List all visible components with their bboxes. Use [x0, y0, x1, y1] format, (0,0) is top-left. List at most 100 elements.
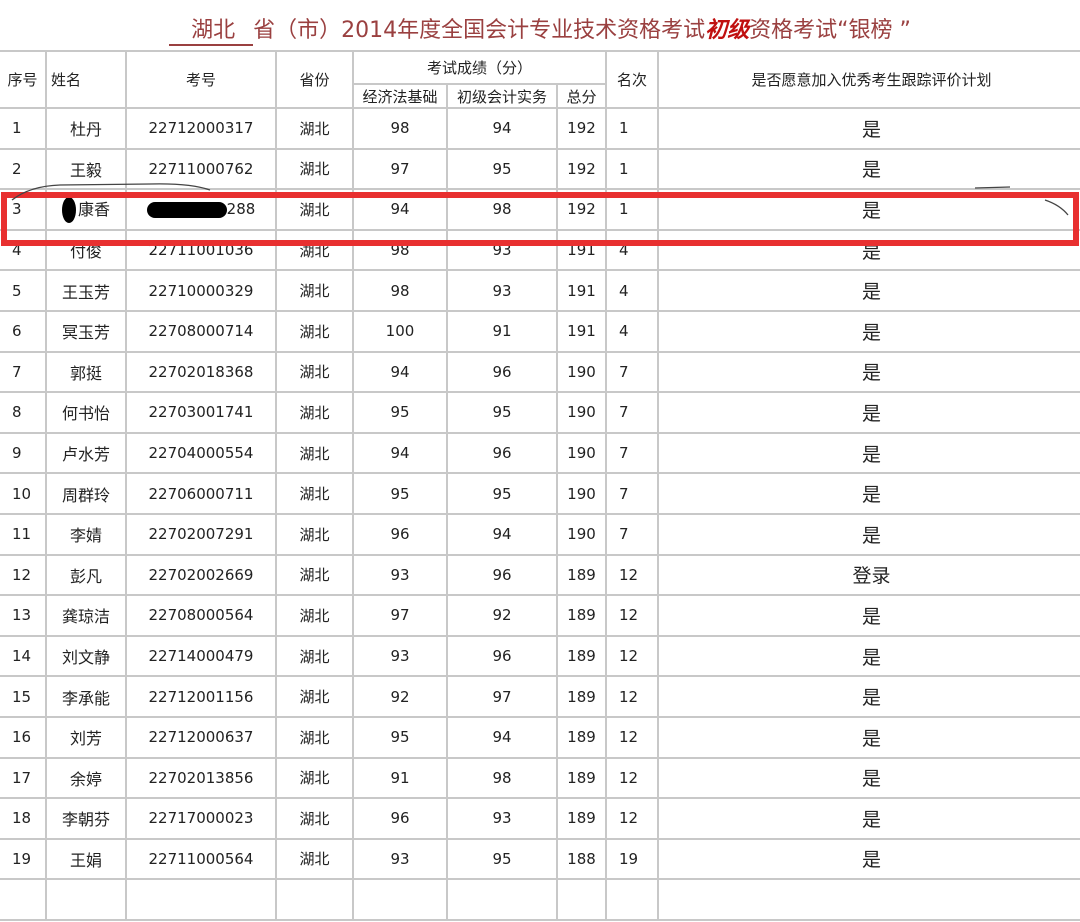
cell-law-text: 98	[390, 281, 410, 300]
cell-name: 龚琼洁	[45, 594, 127, 637]
cell-prov-text: 湖北	[299, 566, 330, 585]
cell-rank-text: 12	[619, 809, 639, 828]
cell-prac: 96	[446, 431, 558, 475]
cell-total: 190	[556, 472, 607, 515]
cell-seq: 1	[0, 107, 47, 150]
cell-total: 190	[556, 391, 607, 434]
cell-prov-text: 湖北	[299, 688, 330, 707]
cell-no: 22712001156	[125, 675, 277, 718]
cell-seq: 17	[0, 756, 47, 800]
cell-rank: 12	[605, 675, 659, 718]
cell-name-text: 余婷	[69, 769, 102, 789]
cell-prov: 湖北	[275, 391, 354, 434]
cell-prac-text: 96	[492, 647, 512, 666]
cell-rank-text: 1	[619, 159, 629, 178]
cell-total: 191	[556, 228, 607, 272]
cell-join: 是	[657, 391, 1080, 434]
cell-prov: 湖北	[275, 715, 354, 759]
cell-name: 刘文静	[45, 634, 127, 678]
cell-empty	[605, 878, 659, 921]
cell-total: 190	[556, 350, 607, 394]
cell-name: 付俊	[45, 228, 127, 272]
cell-seq-text: 16	[12, 728, 32, 747]
cell-seq-text: 9	[12, 444, 22, 463]
cell-prov: 湖北	[275, 472, 354, 515]
cell-seq: 4	[0, 228, 47, 272]
cell-join-text: 是	[861, 646, 881, 669]
cell-join-text: 是	[861, 159, 881, 182]
cell-seq-text: 15	[12, 687, 32, 706]
cell-rank-text: 12	[619, 768, 639, 787]
cell-prac: 98	[446, 756, 558, 800]
cell-prov-text: 湖北	[299, 728, 330, 747]
cell-prov: 湖北	[275, 797, 354, 840]
cell-name-text: 周群玲	[61, 485, 110, 505]
cell-prac: 95	[446, 147, 558, 191]
header-law: 经济法基础	[352, 83, 448, 109]
cell-empty	[352, 878, 448, 921]
cell-total-text: 190	[567, 484, 596, 503]
cell-prov-text: 湖北	[299, 647, 330, 666]
cell-total-text: 190	[567, 362, 596, 381]
cell-no: 22702013856	[125, 756, 277, 800]
cell-empty	[556, 878, 607, 921]
cell-join: 是	[657, 837, 1080, 881]
table-row: 13 龚琼洁 22708000564 湖北 97 92 189 12 是	[0, 594, 1080, 637]
cell-rank-text: 4	[619, 322, 629, 341]
cell-name-text: 刘文静	[61, 648, 110, 668]
title-province: 湖北	[169, 12, 254, 46]
page-title: 湖北 省（市）2014年度全国会计专业技术资格考试初级资格考试“银榜 ”	[0, 12, 1080, 46]
cell-law: 95	[352, 715, 448, 759]
table-row: 1 杜丹 22712000317 湖北 98 94 192 1 是	[0, 107, 1080, 150]
cell-seq: 11	[0, 512, 47, 556]
cell-total: 191	[556, 269, 607, 312]
cell-seq-text: 19	[12, 849, 32, 868]
cell-no-text: 22702007291	[148, 525, 254, 544]
cell-join-text: 是	[861, 281, 881, 304]
cell-law: 97	[352, 147, 448, 191]
cell-no-text: 22708000714	[148, 322, 254, 341]
header-province: 省份	[275, 50, 354, 109]
table-row: 16 刘芳 22712000637 湖北 95 94 189 12 是	[0, 715, 1080, 759]
cell-rank-text: 7	[619, 484, 629, 503]
cell-seq-text: 14	[12, 647, 32, 666]
cell-name-text: 李承能	[61, 688, 110, 708]
cell-seq: 7	[0, 350, 47, 394]
cell-name: 卢水芳	[45, 431, 127, 475]
cell-total-text: 188	[567, 849, 596, 868]
cell-seq: 12	[0, 553, 47, 597]
cell-seq: 13	[0, 594, 47, 637]
cell-join: 是	[657, 107, 1080, 150]
cell-seq-text: 18	[12, 809, 32, 828]
cell-rank-text: 4	[619, 281, 629, 300]
cell-rank: 7	[605, 472, 659, 515]
cell-prov-text: 湖北	[299, 200, 330, 219]
score-table: 序号 姓名 考号 省份 考试成绩（分） 名次 是否愿意加入优秀考生跟踪评价计划 …	[0, 50, 1080, 921]
table-row: 7 郭挺 22702018368 湖北 94 96 190 7 是	[0, 350, 1080, 394]
cell-no-text: 22711000762	[148, 159, 254, 178]
cell-rank: 4	[605, 309, 659, 353]
cell-rank: 12	[605, 634, 659, 678]
cell-prov-text: 湖北	[299, 282, 330, 301]
cell-rank-text: 1	[619, 200, 629, 219]
cell-law-text: 98	[390, 119, 410, 138]
cell-prac-text: 95	[492, 159, 512, 178]
cell-prac: 92	[446, 594, 558, 637]
cell-law-text: 96	[390, 809, 410, 828]
cell-rank: 1	[605, 147, 659, 191]
cell-empty	[446, 878, 558, 921]
highlight-box	[1, 192, 1079, 246]
cell-no-text: 22703001741	[148, 403, 254, 422]
cell-law: 94	[352, 431, 448, 475]
cell-prac-text: 94	[492, 525, 512, 544]
cell-rank: 19	[605, 837, 659, 881]
header-scores: 考试成绩（分）	[352, 50, 607, 85]
cell-prac-text: 91	[492, 322, 512, 341]
cell-no: 22708000564	[125, 594, 277, 637]
cell-name-text: 王毅	[69, 160, 102, 180]
cell-no-text: 22702013856	[148, 768, 254, 787]
cell-empty	[0, 878, 47, 921]
cell-prac-text: 95	[492, 849, 512, 868]
cell-total-text: 192	[567, 159, 596, 178]
cell-seq-text: 11	[12, 525, 32, 544]
